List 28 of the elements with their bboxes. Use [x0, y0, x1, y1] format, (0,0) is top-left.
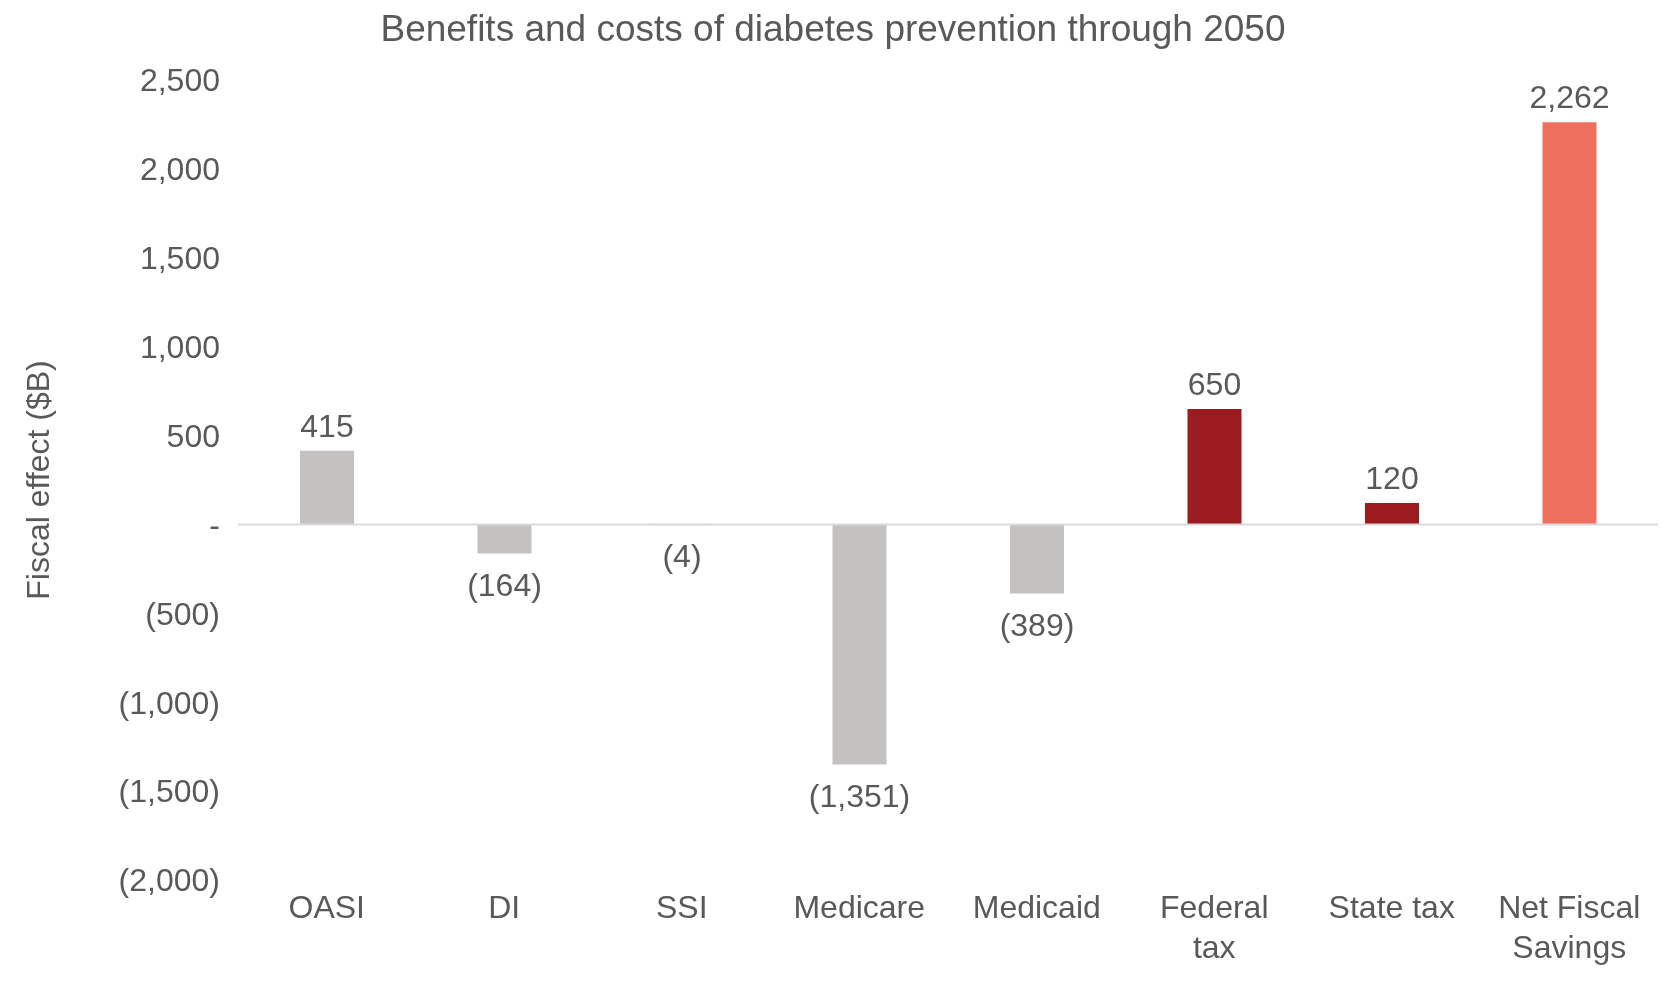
y-axis-title: Fiscal effect ($B)	[20, 360, 57, 600]
x-tick-label: DI	[488, 889, 521, 925]
data-label: 120	[1365, 460, 1419, 497]
y-tick-label: 1,500	[139, 240, 220, 277]
data-label: 650	[1187, 365, 1242, 402]
chart-title: Benefits and costs of diabetes prevention through 2050	[380, 8, 1286, 49]
x-tick-label: Medicaid	[972, 889, 1101, 925]
y-tick-label: -	[209, 506, 220, 543]
data-label: 415	[300, 407, 354, 444]
y-tick-label: (2,000)	[118, 862, 220, 899]
y-tick-label: 2,500	[139, 62, 220, 99]
data-label: (1,351)	[808, 777, 911, 814]
data-label: (164)	[467, 566, 542, 603]
data-label: (389)	[999, 606, 1075, 643]
x-tick-label: State tax	[1328, 889, 1455, 925]
y-tick-label: (1,500)	[118, 773, 220, 810]
y-tick-label: (1,000)	[118, 684, 220, 721]
y-tick-label: (500)	[145, 595, 220, 632]
x-tick-label: Net Fiscal Savings	[1498, 889, 1641, 965]
y-tick-label: 1,000	[139, 329, 220, 366]
data-label: (4)	[662, 538, 702, 575]
x-tick-label: SSI	[655, 889, 708, 925]
x-tick-label: Medicare	[793, 889, 926, 925]
data-label: 2,262	[1529, 79, 1610, 116]
x-tick-label: OASI	[288, 889, 365, 925]
y-tick-label: 2,000	[139, 151, 220, 188]
y-tick-label: 500	[166, 417, 220, 454]
x-tick-label: Federal tax	[1160, 889, 1269, 965]
